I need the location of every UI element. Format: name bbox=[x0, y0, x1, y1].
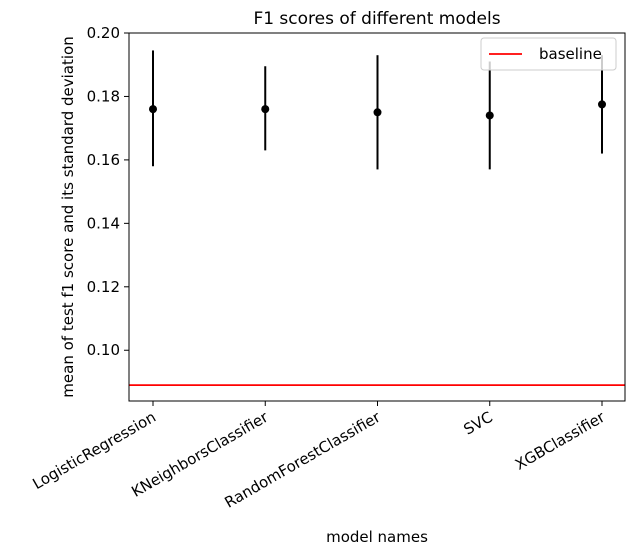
y-tick-label: 0.12 bbox=[87, 278, 120, 296]
legend: baseline bbox=[480, 37, 617, 71]
y-axis-label: mean of test f1 score and its standard d… bbox=[59, 36, 77, 397]
chart-title: F1 scores of different models bbox=[253, 9, 500, 29]
legend-box bbox=[480, 37, 617, 71]
data-point-XGBClassifier bbox=[598, 100, 606, 109]
data-point-SVC bbox=[485, 111, 494, 120]
data-point-KNeighborsClassifier bbox=[261, 105, 270, 114]
y-tick-label: 0.16 bbox=[87, 151, 120, 169]
plot-area bbox=[129, 50, 625, 386]
legend-baseline-label: baseline bbox=[539, 45, 602, 63]
y-tick-label: 0.14 bbox=[87, 214, 120, 232]
data-point-LogisticRegression bbox=[149, 105, 157, 114]
y-tick-label: 0.20 bbox=[87, 24, 120, 42]
y-tick-label: 0.10 bbox=[87, 341, 120, 359]
data-point-RandomForestClassifier bbox=[373, 108, 382, 117]
y-tick-label: 0.18 bbox=[87, 87, 120, 105]
x-axis-label: model names bbox=[326, 528, 428, 546]
y-axis: 0.10 0.12 0.14 0.16 0.18 0.20 bbox=[87, 24, 129, 359]
